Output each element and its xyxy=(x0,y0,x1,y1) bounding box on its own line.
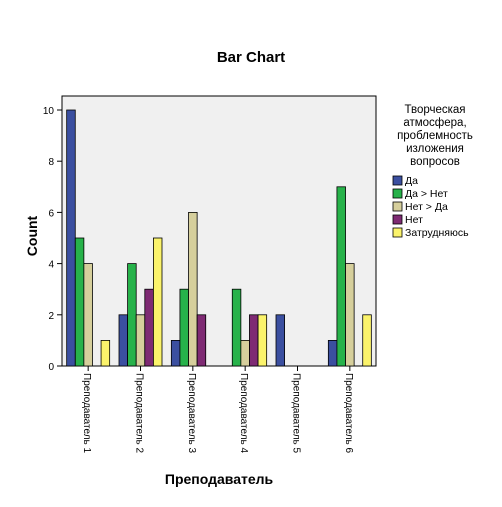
x-axis-label: Преподаватель xyxy=(165,471,274,487)
legend-label-2: Да > Нет xyxy=(405,188,448,200)
x-tick-label-2: Преподаватель 2 xyxy=(134,373,145,454)
legend-label-3: Нет > Да xyxy=(405,201,448,213)
x-tick-label-6: Преподаватель 6 xyxy=(343,373,354,454)
legend-title-line-5: вопросов xyxy=(410,156,460,168)
y-tick-label-2: 4 xyxy=(48,260,54,271)
bar-cat3-series2 xyxy=(179,288,189,367)
bar-cat2-series2 xyxy=(127,263,137,367)
legend-swatch-5 xyxy=(392,227,403,238)
bar-cat1-series5 xyxy=(100,339,111,367)
chart-title: Bar Chart xyxy=(217,49,285,66)
legend-title-line-2: атмосфера, xyxy=(403,117,466,129)
y-tick-label-3: 6 xyxy=(48,208,54,219)
bar-cat2-series1 xyxy=(118,314,129,367)
y-axis: 0 2 4 6 8 10 xyxy=(43,106,62,373)
legend-title-line-1: Творческая xyxy=(404,104,465,116)
bar-cat6-series3 xyxy=(345,263,355,367)
bar-cat4-series2 xyxy=(231,288,242,367)
bar-cat1-series1 xyxy=(66,109,76,367)
bar-cat1-series3 xyxy=(83,263,93,367)
bar-cat4-series4 xyxy=(249,314,259,367)
bar-cat2-series5 xyxy=(152,237,163,367)
x-tick-label-4: Преподаватель 4 xyxy=(238,373,249,454)
y-axis-label: Count xyxy=(24,215,40,256)
legend-swatch-1 xyxy=(392,175,403,186)
legend-swatch-3 xyxy=(392,201,403,212)
x-tick-label-5: Преподаватель 5 xyxy=(291,373,302,454)
legend: Творческаяатмосфера,проблемностьизложени… xyxy=(392,104,473,239)
bars xyxy=(66,109,372,367)
legend-label-4: Нет xyxy=(405,214,423,226)
bar-cat3-series3 xyxy=(188,211,198,367)
x-tick-label-3: Преподаватель 3 xyxy=(186,373,197,454)
x-tick-label-1: Преподаватель 1 xyxy=(81,373,92,454)
y-tick-label-4: 8 xyxy=(48,157,54,168)
legend-swatch-4 xyxy=(392,214,403,225)
legend-title-line-4: изложения xyxy=(406,143,464,155)
bar-cat3-series1 xyxy=(170,339,181,367)
legend-label-5: Затрудняюсь xyxy=(405,227,469,239)
bar-cat6-series1 xyxy=(327,339,338,367)
bar-cat1-series2 xyxy=(74,237,85,367)
y-tick-label-1: 2 xyxy=(48,311,54,322)
legend-label-1: Да xyxy=(405,175,418,187)
bar-cat4-series5 xyxy=(257,314,268,367)
y-tick-label-5: 10 xyxy=(43,106,55,117)
bar-cat6-series5 xyxy=(362,314,372,367)
bar-cat4-series3 xyxy=(240,339,250,367)
x-axis: Преподаватель 1 Преподаватель 2 Преподават… xyxy=(81,366,354,454)
bar-cat6-series2 xyxy=(336,186,346,367)
legend-swatch-2 xyxy=(392,188,403,199)
bar-cat3-series4 xyxy=(196,314,207,367)
plot-area xyxy=(61,95,377,367)
bar-cat2-series3 xyxy=(135,314,146,367)
legend-title-line-3: проблемность xyxy=(397,130,473,142)
bar-cat2-series4 xyxy=(144,288,154,367)
bar-cat5-series1 xyxy=(275,314,286,367)
y-tick-label-0: 0 xyxy=(48,362,54,373)
